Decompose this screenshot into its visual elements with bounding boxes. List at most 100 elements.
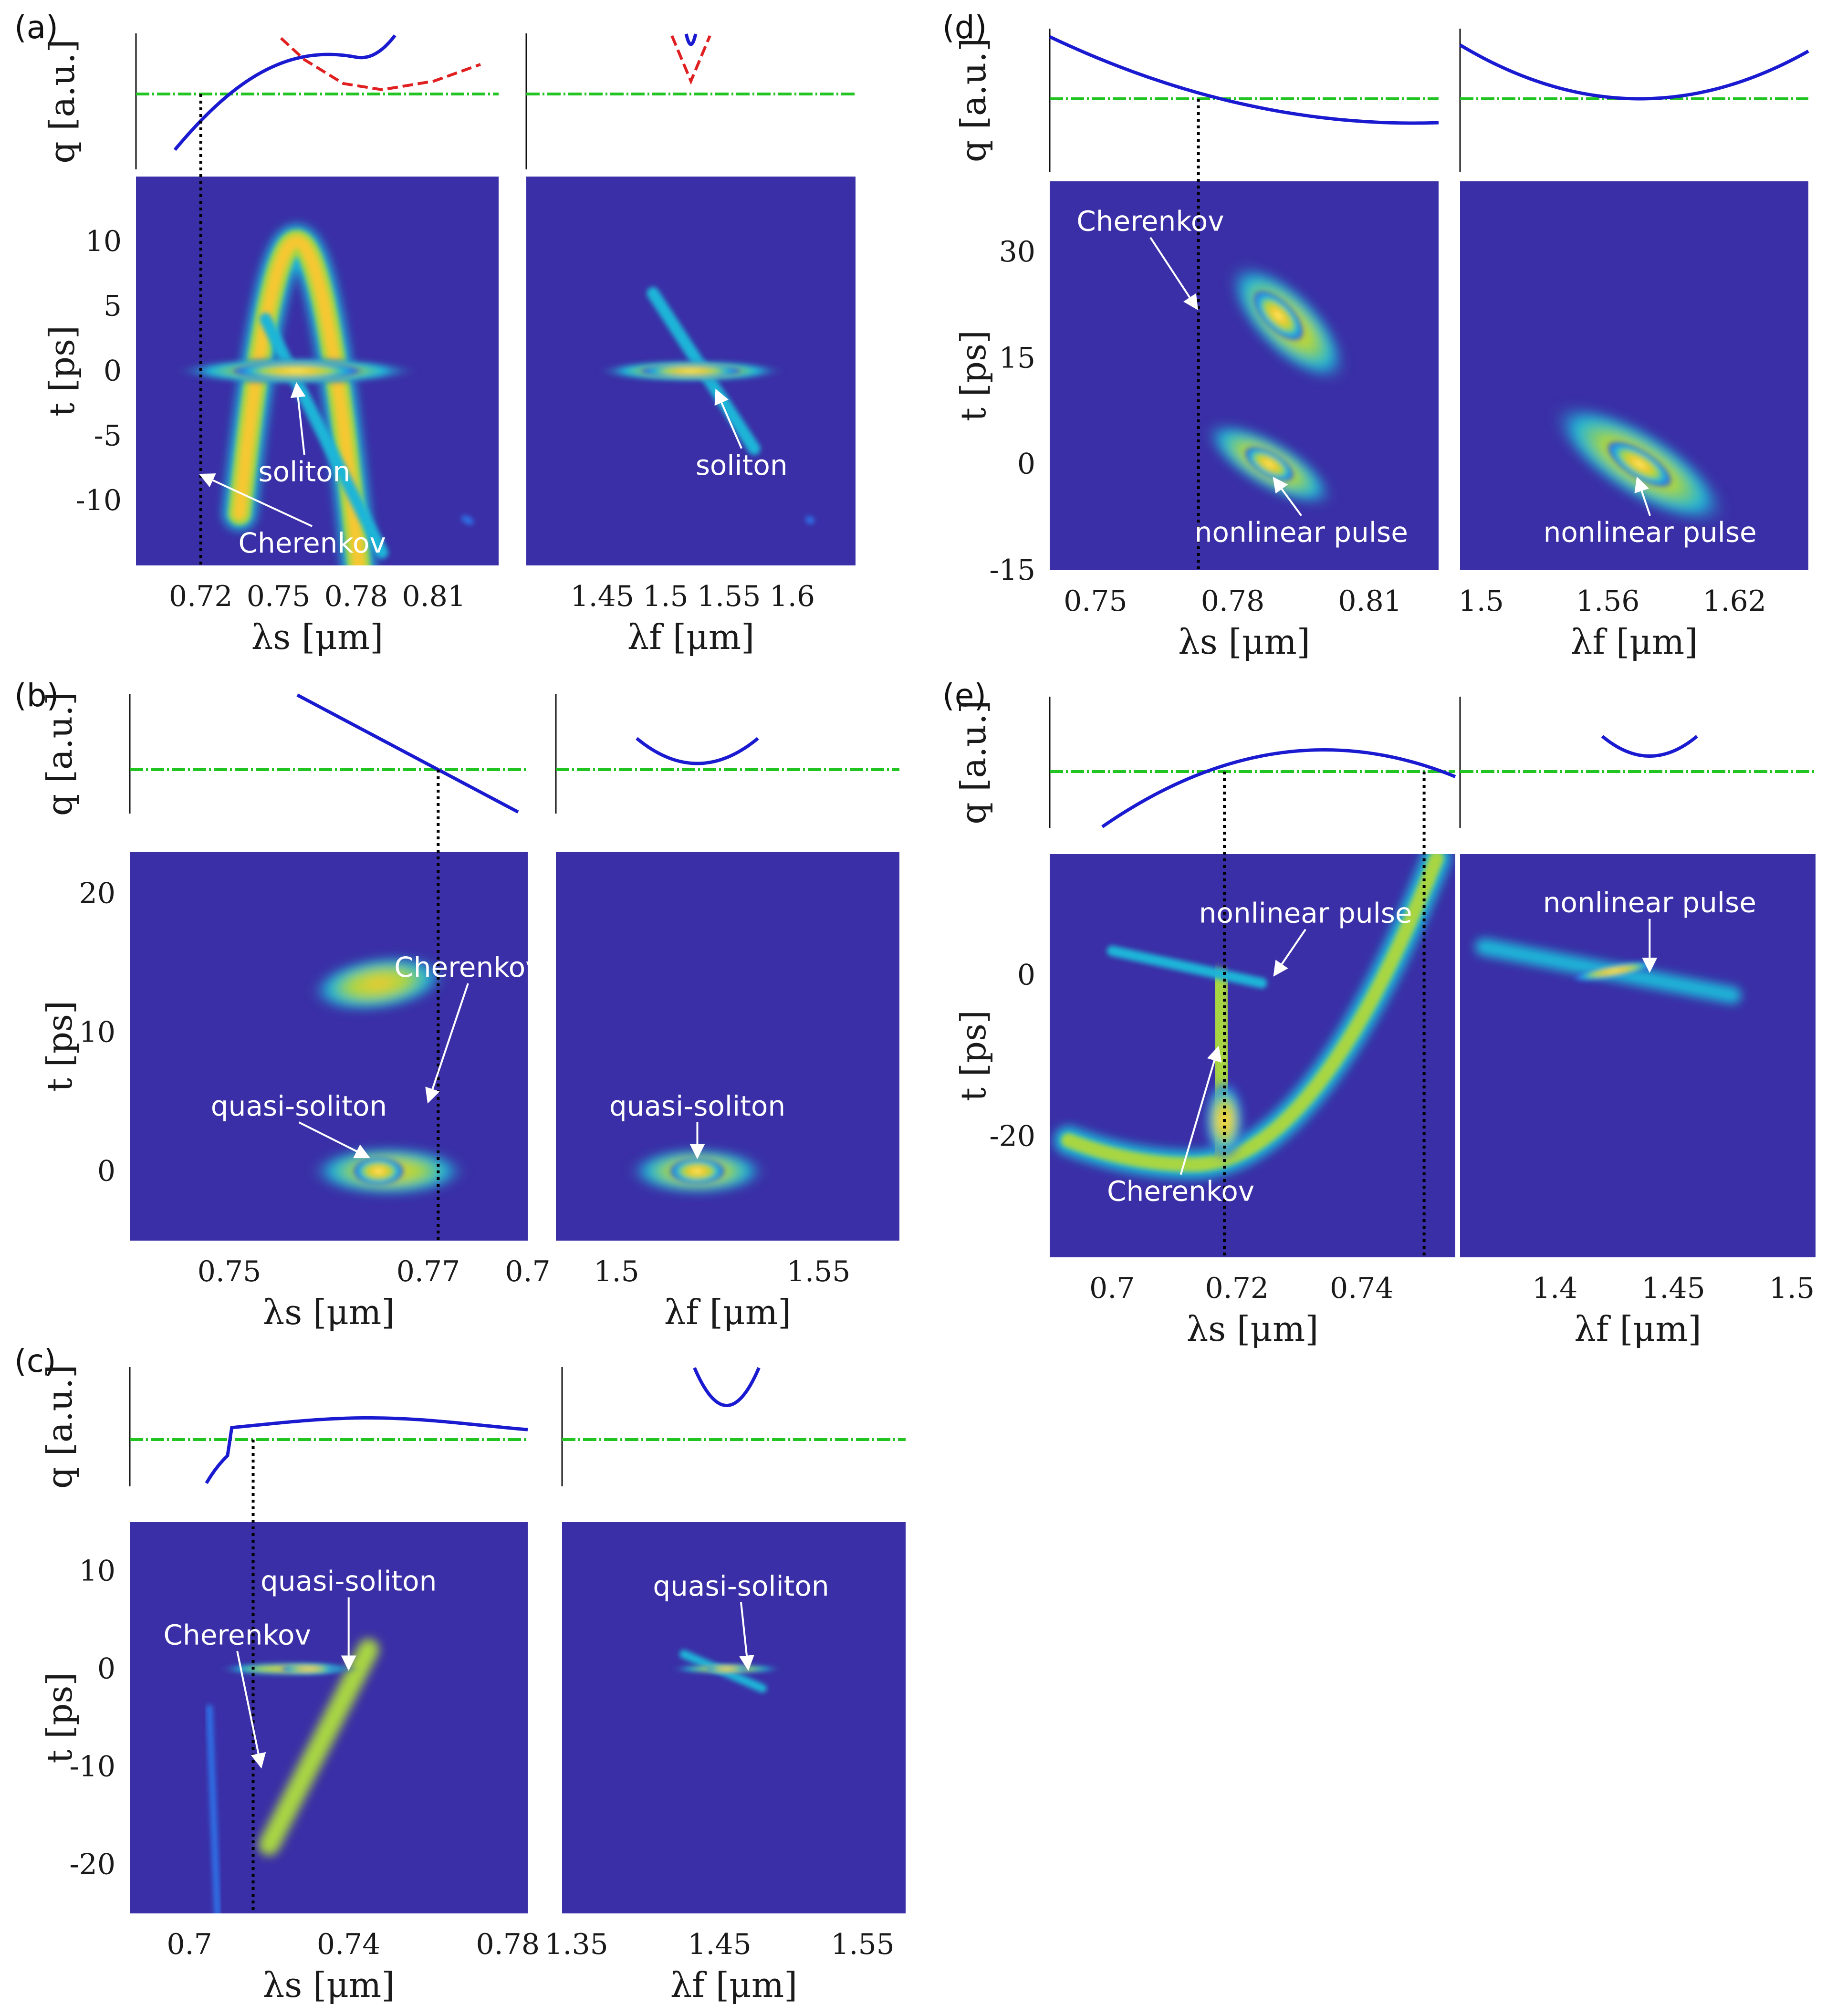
subplot-lambda-s: q [a.u.] quasi-soliton Cherenkov 0.7 0.74 0.7…: [40, 1365, 540, 2005]
x-tick-label: 0.7: [167, 1928, 212, 1961]
heat-feature: [352, 1157, 405, 1186]
subplot-lambda-s: q [a.u.] nonlinear pulse Cherenkov 0.7 0.72 0…: [953, 697, 1456, 1349]
y-tick-label: 10: [85, 225, 122, 258]
panel-label: (c): [14, 1343, 56, 1379]
annotation-arrow: [1149, 237, 1198, 311]
x-tick-label: 1.55: [831, 1928, 895, 1961]
panel-c: (c)q [a.u.] quasi-soliton Cherenkov 0.7 0.74…: [14, 1343, 906, 2005]
heatmap-background: [1460, 854, 1816, 1257]
x-tick-label: 1.35: [544, 1928, 608, 1961]
subplot-lambda-s: q [a.u.] Cherenkov nonlinear pulse 0.75 0.78…: [953, 29, 1439, 662]
y-axis-label: t [ps]: [953, 330, 993, 421]
x-tick-label: 1.5: [1459, 585, 1504, 618]
x-axis-label: λf [μm]: [1571, 622, 1698, 662]
heatmap-features: [626, 1146, 769, 1196]
heat-feature: [668, 1158, 726, 1185]
y-tick-label: -10: [69, 1750, 115, 1784]
annotation-label: nonlinear pulse: [1195, 516, 1408, 549]
x-tick-label: 0.78: [324, 580, 388, 613]
annotation-arrow: [425, 983, 469, 1104]
annotation-arrow: [1634, 476, 1651, 516]
heat-feature: [230, 361, 364, 381]
annotation-label: soliton: [696, 449, 788, 481]
x-tick-label: 0.77: [397, 1255, 460, 1288]
y-axis-label: t [ps]: [40, 1001, 80, 1092]
faint-band: [206, 1704, 221, 1913]
heat-feature: [1572, 961, 1657, 981]
x-tick-label: 0.75: [198, 1255, 261, 1288]
panel-label: (a): [14, 9, 58, 46]
subplot-lambda-f: q [a.u.] quasi-soliton 1.5 1.55 λf [μm]: [40, 692, 899, 1332]
subplot-lambda-f: q [a.u.] soliton 1.45 1.5 1.55 1.6 λf [μm]: [42, 33, 856, 657]
heat-feature: [1243, 446, 1295, 482]
arch-core: [233, 235, 365, 565]
annotation-arrow: [236, 1650, 266, 1769]
panel-b: (b)q [a.u.] Cherenkov quasi-soliton 0.75 0.7…: [14, 677, 899, 1332]
annotation-label: quasi-soliton: [609, 1090, 785, 1122]
x-tick-label: 0.81: [1338, 585, 1402, 618]
x-tick-label: 1.45: [688, 1928, 752, 1961]
y-tick-label: 0: [1017, 448, 1035, 481]
q-curve: [1459, 43, 1809, 101]
q-curve: [684, 33, 698, 46]
annotation-label: quasi-soliton: [261, 1565, 437, 1598]
heatmap-features: [1475, 938, 1742, 1004]
q-curve: [1049, 35, 1439, 125]
q-axis-label: q [a.u.]: [42, 39, 82, 163]
x-tick-label: 0.81: [402, 580, 466, 613]
x-tick-label: 1.55: [787, 1255, 851, 1288]
heatmap-background: [1050, 181, 1439, 570]
q-curve: [1101, 748, 1456, 828]
q-curve: [1601, 735, 1698, 758]
q-curve: [205, 1416, 528, 1484]
y-axis-label: t [ps]: [42, 325, 82, 417]
q-curve: [636, 737, 759, 765]
annotation-label: quasi-soliton: [653, 1570, 829, 1602]
parabolic-core: [1061, 854, 1444, 1172]
heatmap-features: [595, 287, 815, 524]
q-curve: [693, 1367, 761, 1408]
x-tick-label: 0.74: [317, 1928, 381, 1961]
q-axis-label: q [a.u.]: [953, 38, 993, 162]
x-tick-label: 1.56: [1576, 585, 1640, 618]
x-tick-label: 1.4: [1532, 1272, 1577, 1305]
x-tick-label: 0.75: [247, 580, 311, 613]
y-tick-label: -20: [69, 1848, 115, 1881]
annotation-label: quasi-soliton: [211, 1090, 387, 1122]
x-tick-label: 1.6: [770, 580, 815, 613]
heat-feature: [705, 1665, 748, 1673]
x-tick-label: 1.5: [1769, 1272, 1815, 1305]
y-tick-label: 20: [79, 877, 115, 910]
y-axis-label: t [ps]: [40, 1672, 80, 1763]
annotation-arrow: [290, 382, 306, 455]
q-curve: [173, 34, 397, 151]
x-tick-label: 0.7: [505, 1255, 550, 1288]
q-axis-label: q [a.u.]: [40, 692, 80, 816]
x-tick-label: 0.75: [1064, 585, 1127, 618]
x-axis-label: λs [μm]: [1187, 1309, 1319, 1349]
y-tick-label: 0: [97, 1154, 115, 1188]
subplot-lambda-f: q [a.u.] quasi-soliton 1.35 1.45 1.55 λf [μm]: [40, 1365, 906, 2005]
heatmap-background: [1460, 181, 1808, 570]
y-tick-label: -20: [989, 1120, 1035, 1153]
panel-e: (e)q [a.u.] nonlinear pulse Cherenkov 0.7 0.…: [942, 677, 1816, 1349]
x-tick-label: 0.78: [476, 1928, 540, 1961]
x-tick-label: 1.55: [697, 580, 761, 613]
annotation-arrow: [739, 1602, 754, 1671]
heatmap-features: [307, 953, 470, 1198]
heat-feature: [280, 1664, 338, 1674]
q-axis-label: q [a.u.]: [953, 700, 993, 824]
subplot-lambda-f: q [a.u.] nonlinear pulse 1.4 1.45 1.5 λf [μm]: [953, 697, 1816, 1349]
annotation-label: nonlinear pulse: [1199, 897, 1412, 930]
panel-d: (d)q [a.u.] Cherenkov nonlinear pulse 0.75 0…: [942, 9, 1809, 662]
annotation-label: soliton: [258, 455, 350, 488]
x-tick-label: 1.62: [1702, 585, 1766, 618]
x-axis-label: λs [μm]: [263, 1965, 395, 2005]
x-tick-label: 0.7: [1089, 1272, 1135, 1305]
q-curve: [296, 693, 519, 814]
annotation-label: nonlinear pulse: [1543, 887, 1756, 919]
panel-label: (e): [942, 677, 986, 714]
y-tick-label: -10: [75, 484, 122, 517]
